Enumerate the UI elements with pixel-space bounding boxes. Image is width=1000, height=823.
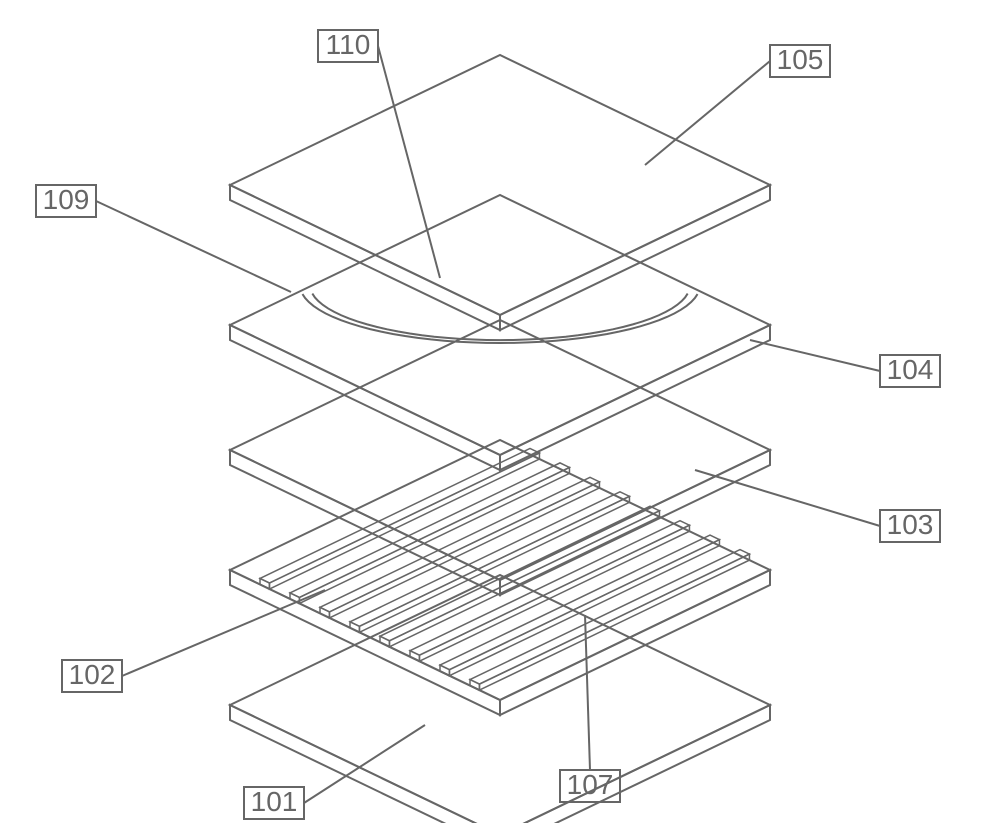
svg-text:107: 107 xyxy=(567,769,614,800)
svg-text:105: 105 xyxy=(777,44,824,75)
svg-text:102: 102 xyxy=(69,659,116,690)
svg-text:103: 103 xyxy=(887,509,934,540)
svg-text:109: 109 xyxy=(43,184,90,215)
svg-text:104: 104 xyxy=(887,354,934,385)
svg-text:101: 101 xyxy=(251,786,298,817)
svg-text:110: 110 xyxy=(326,29,371,60)
